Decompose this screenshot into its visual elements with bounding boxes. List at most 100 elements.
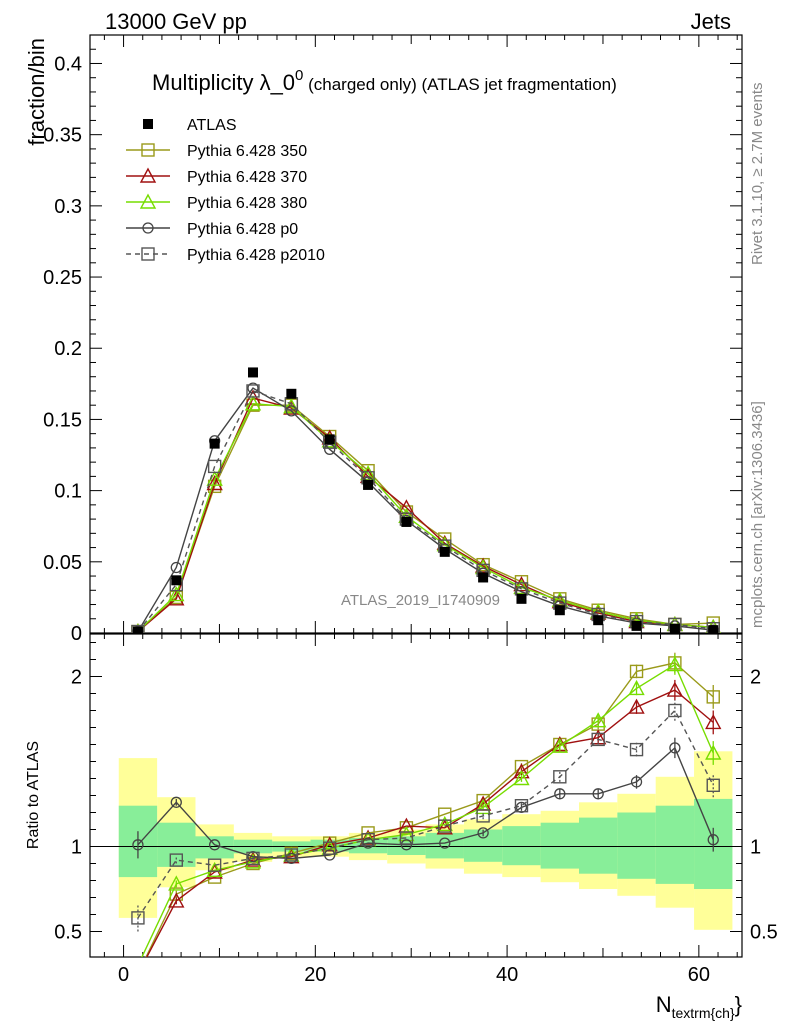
ratio-y-axis-label: Ratio to ATLAS bbox=[25, 741, 42, 849]
data-point-atlas bbox=[132, 626, 143, 633]
ratio-point-pythia-6-428-370 bbox=[131, 967, 145, 980]
ratio-point-pythia-6-428-380 bbox=[666, 656, 684, 672]
ratio-point-pythia-6-428-p0 bbox=[477, 827, 489, 839]
ratio-y-tick-label: 0.5 bbox=[54, 922, 82, 944]
ratio-point-pythia-6-428-p2010 bbox=[323, 841, 337, 855]
data-point-atlas bbox=[171, 575, 182, 586]
ratio-point-pythia-6-428-p0 bbox=[592, 788, 604, 800]
data-point-atlas bbox=[478, 572, 489, 583]
ratio-y-tick-label: 1 bbox=[71, 837, 82, 859]
band-inner-bin bbox=[655, 805, 695, 884]
legend-marker-pythia-6-428-350 bbox=[141, 143, 155, 157]
data-point-atlas bbox=[324, 434, 335, 445]
data-point-atlas bbox=[669, 623, 680, 633]
ratio-point-pythia-6-428-380 bbox=[513, 770, 530, 786]
ratio-point-pythia-6-428-380 bbox=[168, 875, 185, 891]
series-point-pythia-6-428-p0 bbox=[170, 561, 182, 574]
ratio-point-pythia-6-428-370 bbox=[705, 713, 722, 730]
y-tick-label: 0.4 bbox=[54, 53, 82, 75]
y-tick-label: 0.3 bbox=[54, 196, 82, 218]
legend-marker-pythia-6-428-370 bbox=[139, 167, 157, 183]
x-tick-label: 40 bbox=[496, 964, 518, 986]
ratio-point-pythia-6-428-p2010 bbox=[553, 770, 567, 784]
ratio-point-pythia-6-428-p2010 bbox=[246, 851, 260, 866]
ratio-point-pythia-6-428-p0 bbox=[707, 834, 719, 846]
ratio-point-pythia-6-428-350 bbox=[629, 664, 644, 679]
series-line-pythia-6-428-380 bbox=[137, 403, 714, 633]
ratio-line-pythia-6-428-380 bbox=[141, 663, 714, 957]
ratio-point-pythia-6-428-380 bbox=[628, 679, 645, 696]
xlabel-tail: } bbox=[735, 992, 742, 1017]
ratio-point-pythia-6-428-p0 bbox=[247, 851, 259, 863]
series-point-pythia-6-428-380 bbox=[283, 398, 300, 414]
y-tick-label: 0.05 bbox=[43, 552, 82, 574]
ratio-point-pythia-6-428-p2010 bbox=[169, 853, 183, 867]
band-inner-bin bbox=[310, 839, 349, 852]
x-tick-label: 60 bbox=[688, 964, 710, 986]
series-point-pythia-6-428-p2010 bbox=[207, 459, 222, 474]
ratio-point-pythia-6-428-380 bbox=[590, 712, 607, 728]
series-point-pythia-6-428-p2010 bbox=[706, 622, 720, 633]
ratio-panel-series bbox=[131, 652, 722, 980]
ratio-point-pythia-6-428-p0 bbox=[554, 788, 566, 800]
ratio-point-pythia-6-428-p2010 bbox=[514, 799, 529, 813]
data-point-atlas bbox=[363, 479, 374, 490]
band-inner-bin bbox=[579, 817, 618, 874]
y-tick-label: 0.15 bbox=[43, 409, 82, 431]
ratio-point-pythia-6-428-p0 bbox=[362, 837, 374, 849]
ratio-point-pythia-6-428-p2010 bbox=[668, 703, 682, 718]
ratio-line-pythia-6-428-p2010 bbox=[137, 709, 714, 919]
ratio-point-pythia-6-428-370 bbox=[168, 892, 185, 908]
data-point-atlas bbox=[554, 605, 565, 616]
ratio-point-pythia-6-428-p2010 bbox=[476, 809, 490, 823]
series-point-pythia-6-428-370 bbox=[513, 576, 530, 592]
ratio-point-pythia-6-428-380 bbox=[705, 744, 722, 760]
series-point-pythia-6-428-380 bbox=[168, 586, 185, 602]
ratio-point-pythia-6-428-p0 bbox=[630, 776, 643, 788]
legend-marker-pythia-6-428-p0 bbox=[142, 222, 154, 234]
data-point-atlas bbox=[286, 388, 297, 399]
xlabel-sub: textrm{ch} bbox=[672, 1005, 735, 1021]
legend-marker-pythia-6-428-380 bbox=[139, 193, 157, 209]
data-point-atlas bbox=[516, 593, 527, 604]
ratio-point-pythia-6-428-380 bbox=[206, 861, 223, 877]
data-point-atlas bbox=[593, 615, 604, 626]
ratio-point-pythia-6-428-380 bbox=[244, 853, 262, 869]
ratio-point-pythia-6-428-350 bbox=[132, 968, 144, 980]
ratio-y-tick-label-right: 1 bbox=[750, 837, 761, 859]
ratio-point-pythia-6-428-p2010 bbox=[399, 831, 414, 845]
ratio-point-pythia-6-428-380 bbox=[551, 737, 568, 753]
legend-label-pythia-6-428-p2010: Pythia 6.428 p2010 bbox=[187, 247, 325, 264]
series-point-pythia-6-428-p0 bbox=[247, 382, 259, 394]
ratio-point-pythia-6-428-380 bbox=[436, 815, 453, 832]
data-point-atlas bbox=[708, 625, 719, 633]
ratio-point-pythia-6-428-380 bbox=[131, 959, 145, 972]
ratio-point-pythia-6-428-p2010 bbox=[438, 819, 452, 833]
y-tick-label: 0.35 bbox=[43, 125, 82, 147]
ratio-point-pythia-6-428-370 bbox=[321, 836, 338, 852]
chart-title: Multiplicity λ_00 (charged only) (ATLAS … bbox=[152, 67, 617, 95]
band-inner-bin bbox=[617, 812, 656, 879]
title-sup: 0 bbox=[295, 67, 303, 84]
ratio-point-pythia-6-428-p0 bbox=[170, 796, 182, 808]
legend-label-pythia-6-428-p0: Pythia 6.428 p0 bbox=[187, 221, 298, 238]
legend-label-pythia-6-428-370: Pythia 6.428 370 bbox=[187, 169, 307, 186]
band-inner-bin bbox=[195, 836, 234, 859]
y-tick-label: 0.1 bbox=[54, 481, 82, 503]
legend-label-pythia-6-428-380: Pythia 6.428 380 bbox=[187, 195, 307, 212]
ratio-point-pythia-6-428-350 bbox=[706, 690, 720, 704]
ratio-point-pythia-6-428-p2010 bbox=[284, 848, 299, 862]
header-right: Jets bbox=[691, 9, 731, 34]
ratio-y-tick-label-right: 0.5 bbox=[750, 922, 778, 944]
band-inner-bin bbox=[157, 822, 196, 867]
legend: ATLAS Pythia 6.428 350 Pythia 6.428 370 Pyt… bbox=[126, 117, 325, 264]
ratio-y-tick-label-right: 2 bbox=[750, 667, 761, 689]
ratio-point-pythia-6-428-p0 bbox=[132, 839, 144, 851]
ratio-point-pythia-6-428-p2010 bbox=[629, 742, 644, 757]
xlabel-main: N bbox=[656, 992, 672, 1017]
data-point-atlas bbox=[631, 620, 642, 631]
rivet-label: Rivet 3.1.10, ≥ 2.7M events bbox=[749, 83, 766, 266]
mcplots-label: mcplots.cern.ch [arXiv:1306.3436] bbox=[749, 401, 766, 628]
header-left: 13000 GeV pp bbox=[105, 9, 247, 34]
series-point-pythia-6-428-380 bbox=[359, 465, 377, 481]
